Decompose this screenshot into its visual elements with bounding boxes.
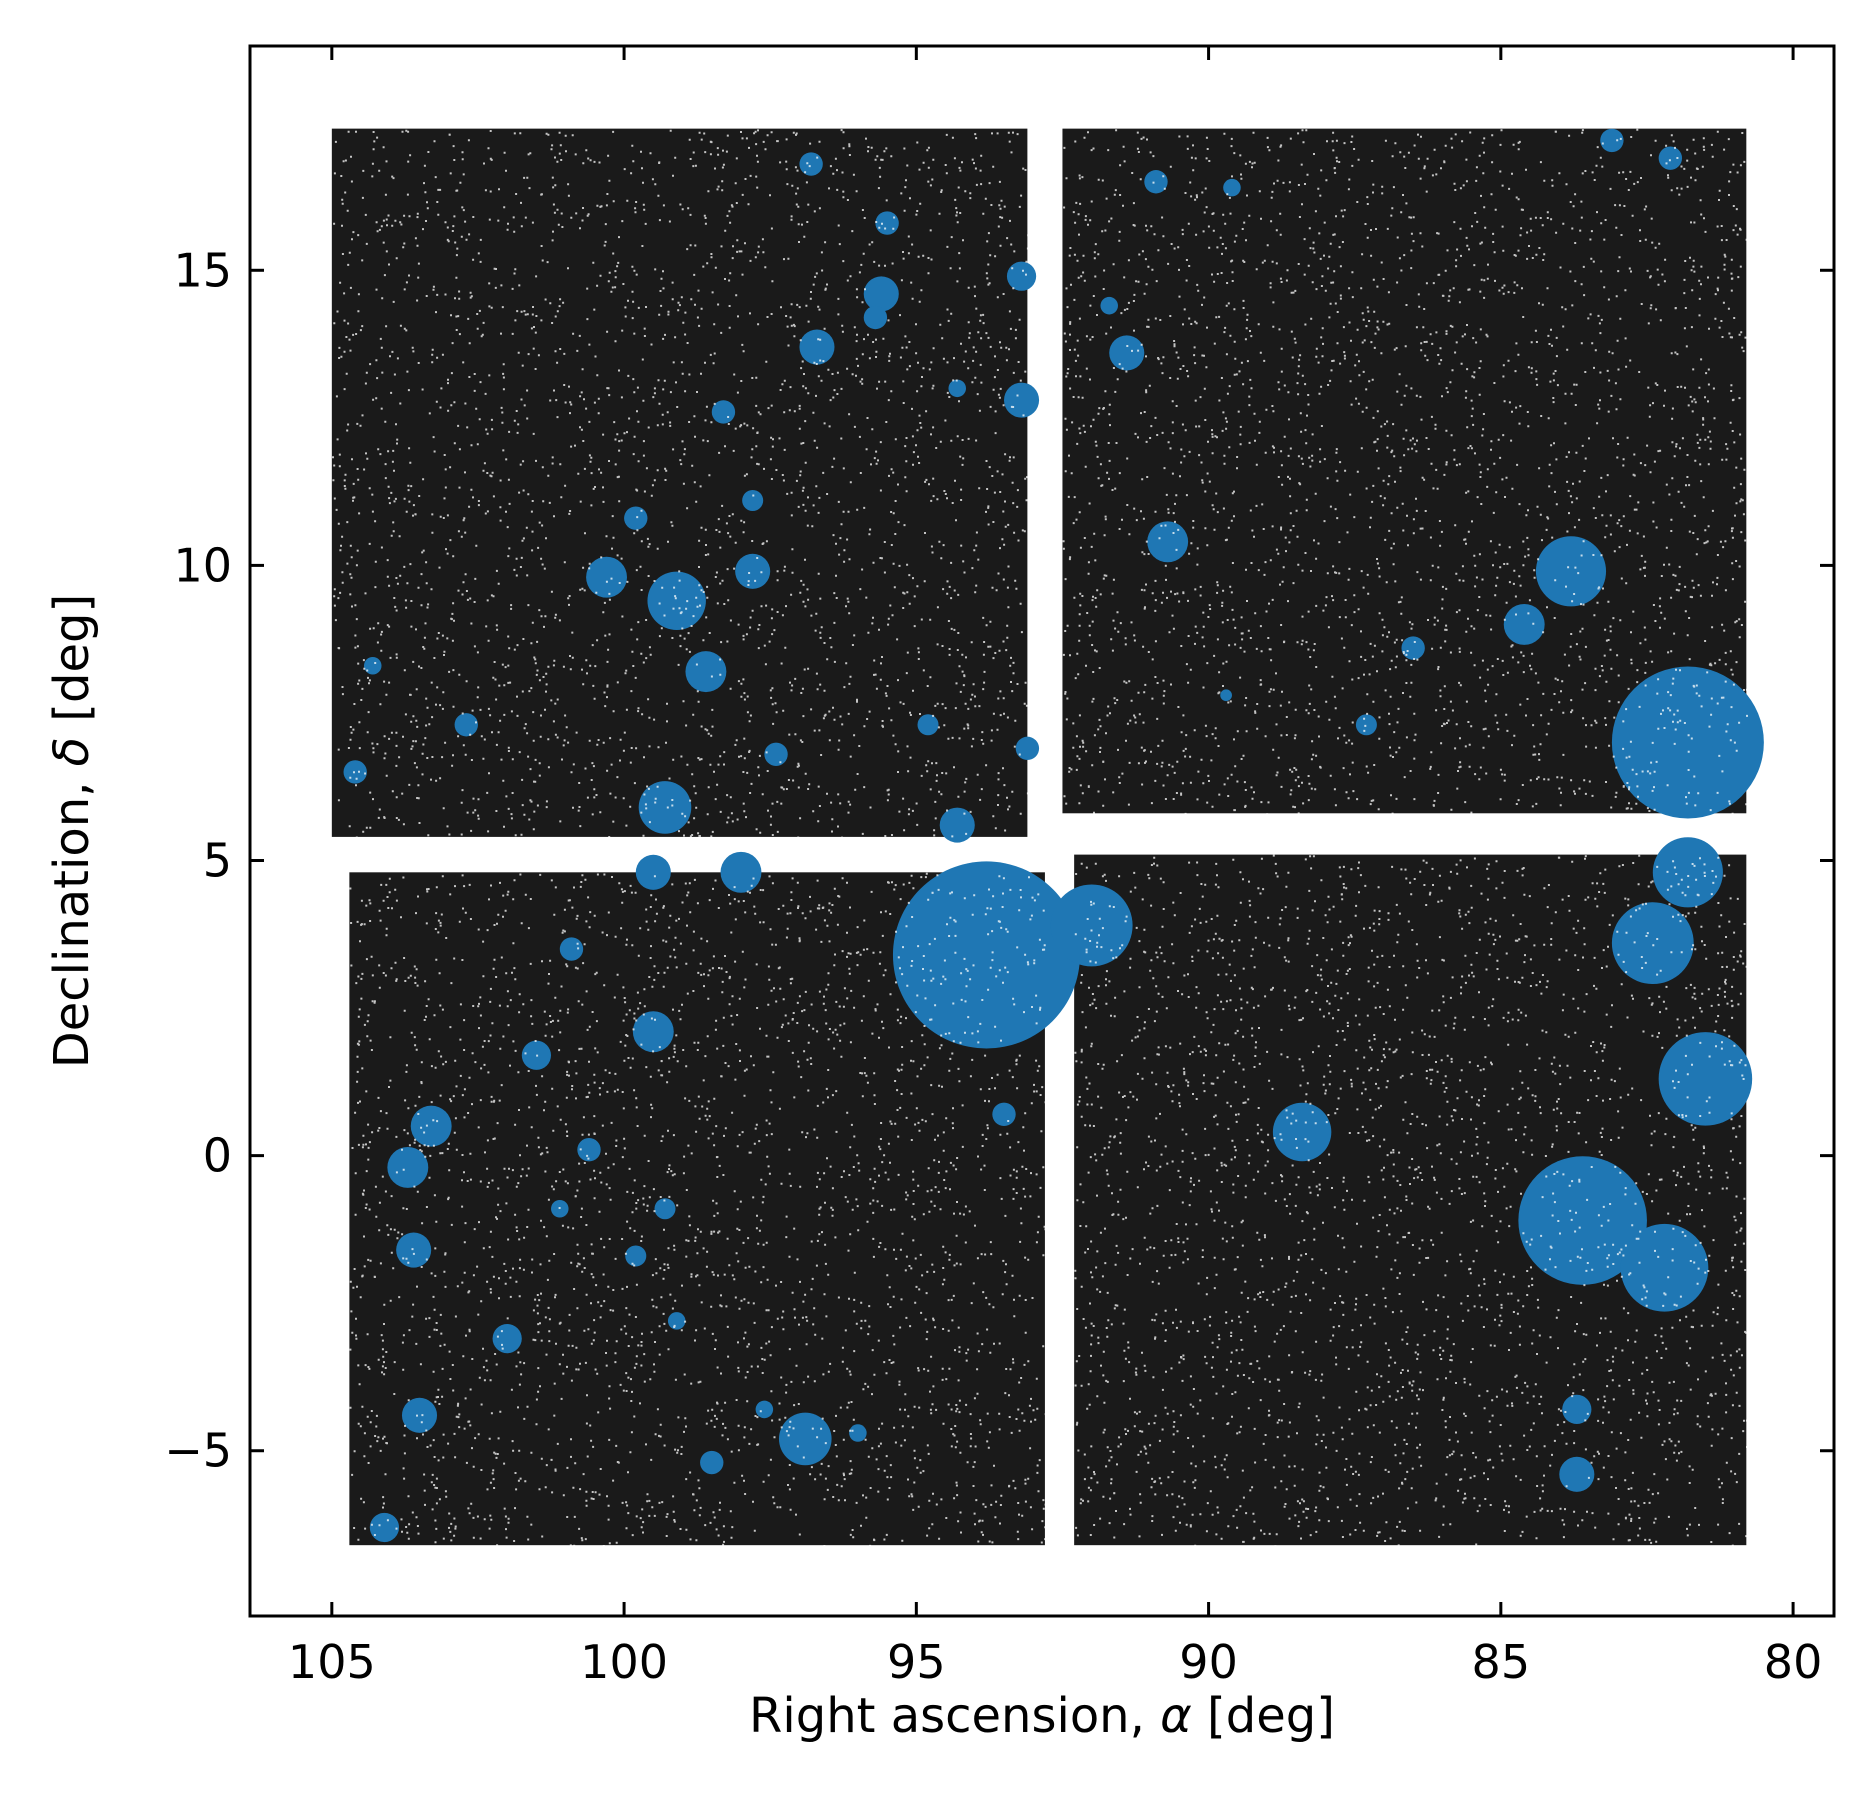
masked-region xyxy=(363,656,382,675)
y-axis-label: Declination, δ [deg] xyxy=(44,594,100,1068)
masked-region xyxy=(1658,1032,1753,1126)
masked-region xyxy=(343,760,367,784)
x-tick-label: 100 xyxy=(580,1635,668,1689)
masked-region xyxy=(410,1105,452,1147)
masked-region xyxy=(654,1198,676,1220)
masked-region xyxy=(755,1400,774,1419)
masked-region xyxy=(1109,335,1145,371)
x-axis-label-symbol: α xyxy=(1160,1688,1192,1744)
masked-region xyxy=(667,1312,686,1330)
masked-region xyxy=(875,211,899,235)
masked-region xyxy=(492,1323,522,1354)
x-tick-label: 105 xyxy=(288,1635,376,1689)
masked-region xyxy=(1220,689,1232,702)
masked-region xyxy=(1658,146,1683,170)
x-tick-label: 80 xyxy=(1764,1635,1823,1689)
masked-region xyxy=(764,742,788,766)
masked-region xyxy=(1600,128,1624,153)
y-tick-label: 0 xyxy=(203,1129,232,1183)
masked-region xyxy=(454,713,478,737)
x-axis-label-unit: [deg] xyxy=(1192,1688,1335,1744)
masked-region xyxy=(700,1450,724,1475)
masked-region xyxy=(1562,1394,1592,1425)
x-tick-label: 85 xyxy=(1472,1635,1531,1689)
x-tick-label: 95 xyxy=(887,1635,946,1689)
x-axis-ticks: 105 100 95 90 85 80 xyxy=(288,46,1822,1689)
masked-region xyxy=(948,379,967,398)
masked-region xyxy=(647,571,706,631)
masked-region xyxy=(1144,170,1168,194)
y-axis-label-unit: [deg] xyxy=(44,594,100,737)
footprint-quadrant-upper-left xyxy=(331,128,1028,837)
masked-region xyxy=(917,714,939,736)
y-tick-label: 10 xyxy=(173,538,232,592)
masked-region xyxy=(1559,1456,1595,1492)
masked-region xyxy=(1620,1223,1709,1312)
masked-region xyxy=(1401,636,1425,660)
masked-region xyxy=(1100,296,1118,315)
masked-region xyxy=(863,276,899,312)
masked-region xyxy=(939,807,975,843)
y-axis-label-text: Declination, xyxy=(44,766,100,1068)
masked-region xyxy=(685,651,727,693)
masked-region xyxy=(387,1146,429,1188)
masked-region xyxy=(559,937,584,961)
plot-frame xyxy=(248,44,1836,1618)
masked-region xyxy=(799,329,835,365)
masked-region xyxy=(1611,902,1694,985)
masked-region xyxy=(1518,1156,1647,1285)
masked-region xyxy=(638,781,692,834)
masked-region xyxy=(892,861,1080,1049)
masked-region xyxy=(799,152,823,176)
y-tick-label: −5 xyxy=(164,1424,232,1478)
masked-region xyxy=(1147,521,1189,563)
y-axis-ticks: −5 0 5 10 15 xyxy=(164,243,1834,1478)
masked-region xyxy=(992,1102,1016,1126)
masked-region xyxy=(632,1011,674,1053)
masked-region xyxy=(1050,884,1133,967)
masked-region xyxy=(742,489,764,511)
masked-region xyxy=(1006,261,1037,291)
masked-region xyxy=(1272,1102,1332,1162)
x-axis-label: Right ascension, α [deg] xyxy=(749,1688,1335,1744)
x-tick-label: 90 xyxy=(1179,1635,1238,1689)
masked-region xyxy=(635,854,671,890)
masked-regions xyxy=(343,128,1764,1543)
masked-region xyxy=(586,556,628,598)
y-tick-label: 5 xyxy=(203,834,232,888)
masked-region xyxy=(625,1245,647,1267)
x-axis-label-text: Right ascension, xyxy=(749,1688,1160,1744)
masked-region xyxy=(396,1232,432,1268)
masked-region xyxy=(711,400,736,424)
masked-region xyxy=(1535,536,1607,607)
masked-region xyxy=(1652,837,1723,908)
masked-region xyxy=(369,1512,400,1543)
masked-region xyxy=(778,1412,832,1466)
masked-region xyxy=(577,1138,601,1162)
masked-region xyxy=(849,1424,867,1442)
masked-region xyxy=(1503,603,1545,645)
masked-region xyxy=(1611,666,1764,819)
y-tick-label: 15 xyxy=(173,243,232,297)
masked-region xyxy=(1015,736,1040,761)
y-axis-label-symbol: δ xyxy=(44,737,100,766)
masked-region xyxy=(1004,382,1040,418)
masked-region xyxy=(1223,178,1241,197)
masked-region xyxy=(863,305,888,330)
masked-region xyxy=(624,506,648,530)
masked-region xyxy=(735,553,771,589)
masked-region xyxy=(1355,714,1377,736)
masked-region xyxy=(720,851,762,893)
masked-region xyxy=(401,1397,438,1433)
